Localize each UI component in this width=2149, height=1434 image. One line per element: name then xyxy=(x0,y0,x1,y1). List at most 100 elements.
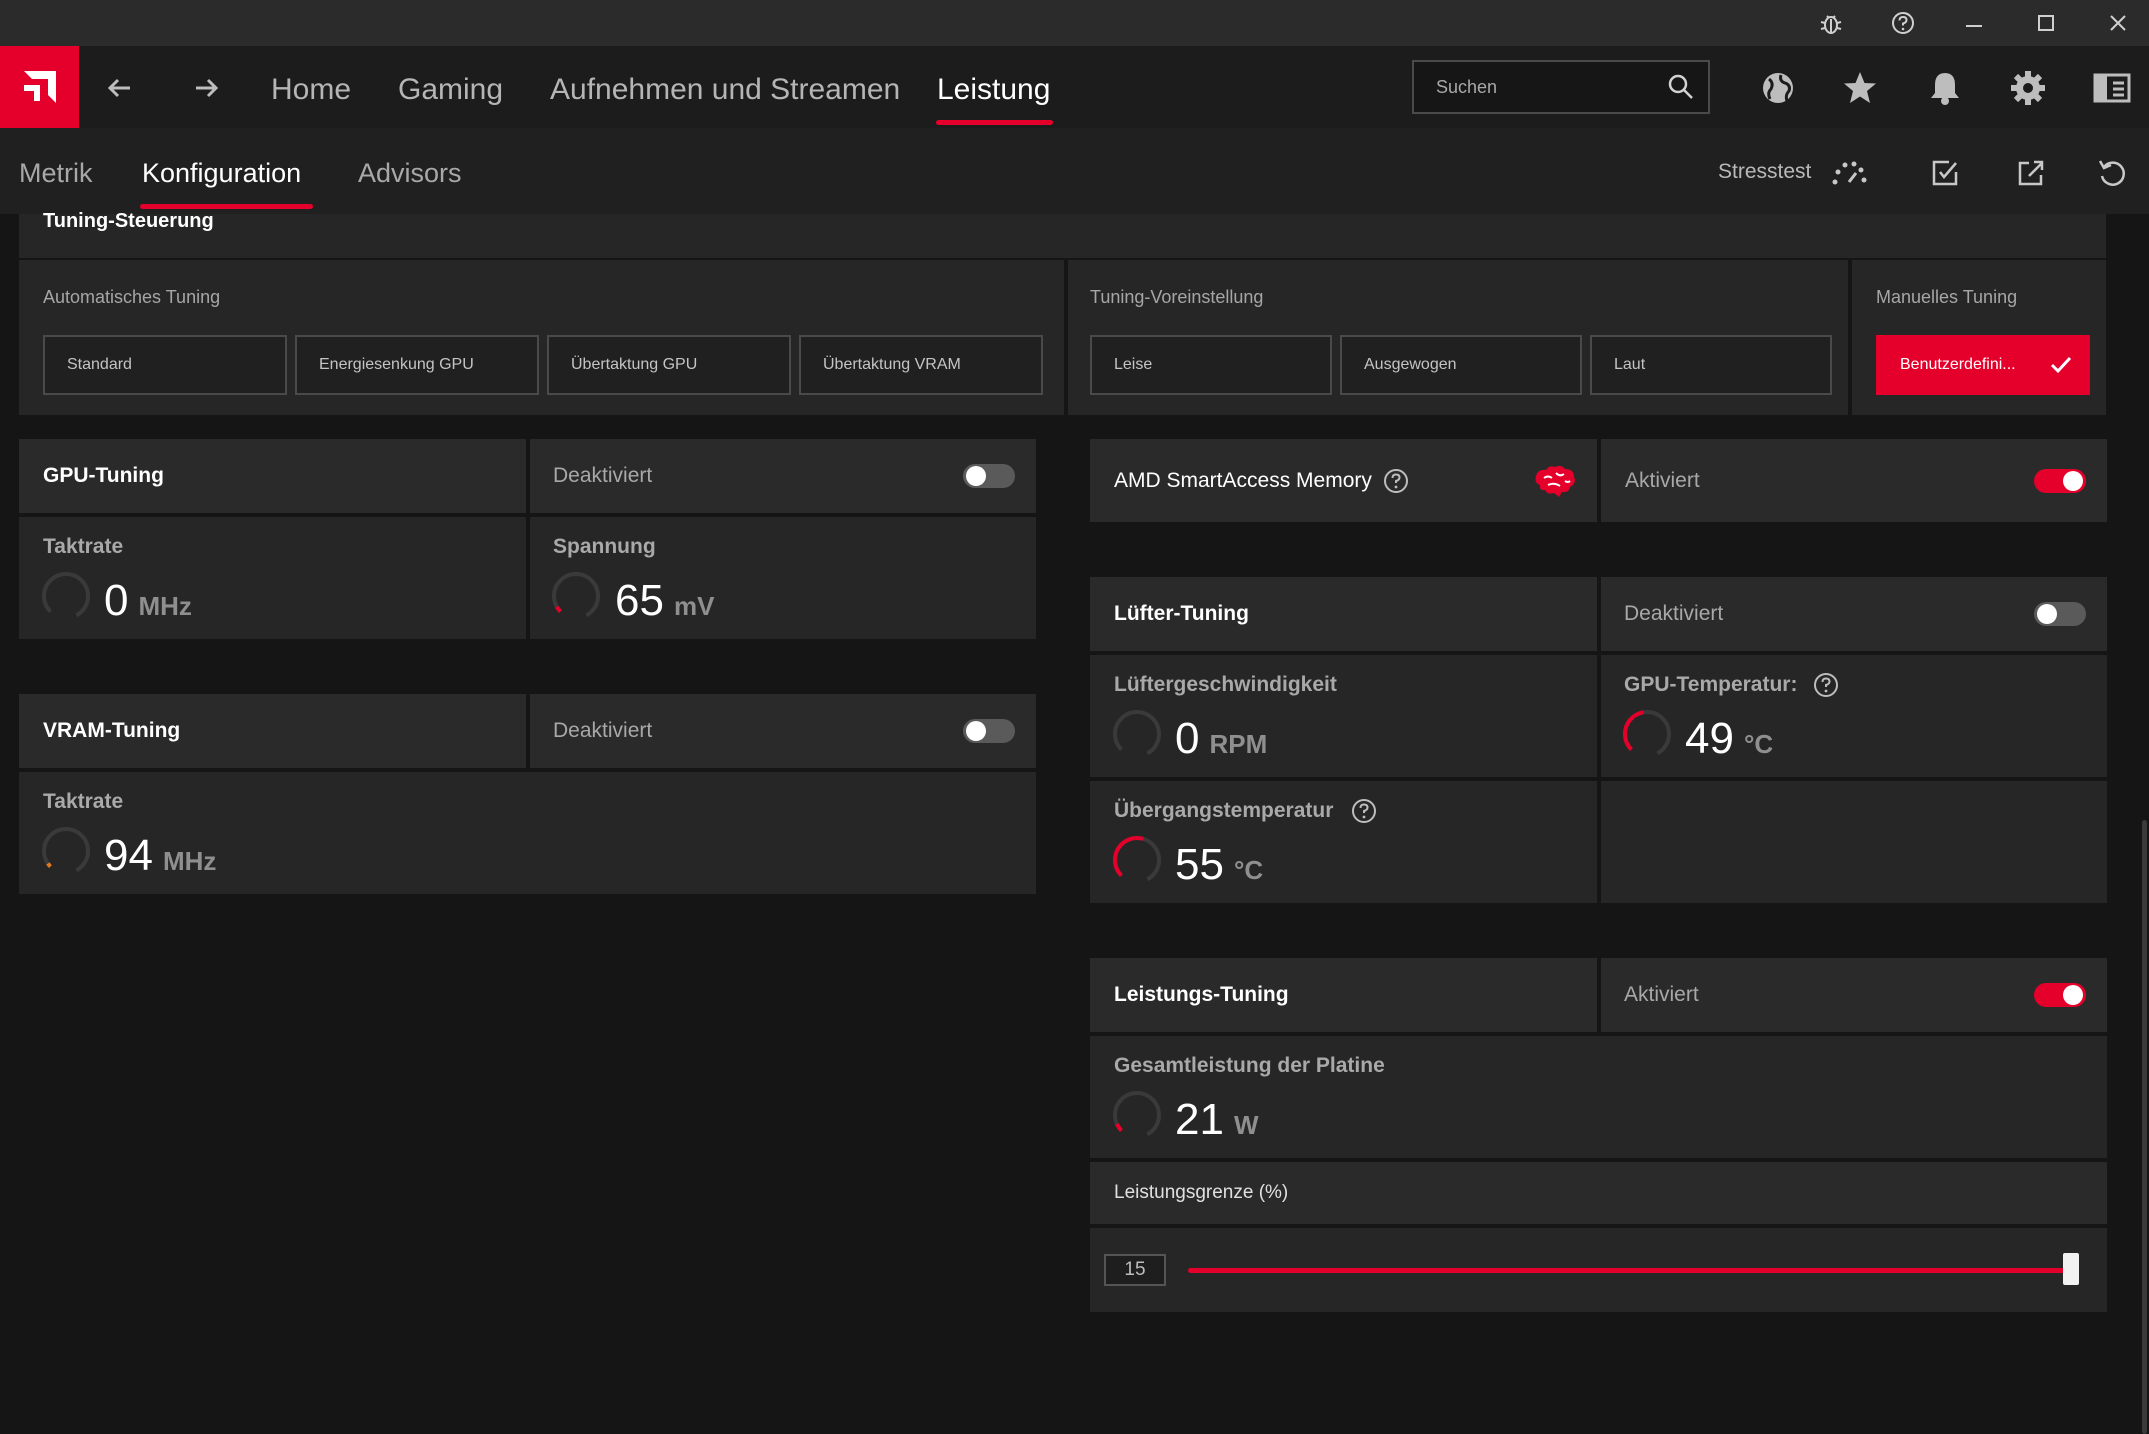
gpu-temp-unit: °C xyxy=(1743,729,1774,759)
nav-active-indicator xyxy=(936,120,1053,125)
scrollbar[interactable] xyxy=(2142,820,2147,1434)
fan-speed-value: 0 RPM xyxy=(1175,714,1267,769)
sam-help-icon[interactable] xyxy=(1382,467,1410,495)
help-icon[interactable] xyxy=(1880,6,1926,40)
search-box[interactable] xyxy=(1412,60,1710,114)
board-power-cell xyxy=(1090,1036,2107,1158)
forward-arrow-icon[interactable] xyxy=(184,66,228,110)
fan-tuning-title: Lüfter-Tuning xyxy=(1114,602,1249,625)
apply-check-icon[interactable] xyxy=(1922,150,1968,196)
gpu-clock-value: 0 MHz xyxy=(104,576,192,631)
vram-tuning-state-cell xyxy=(530,694,1036,768)
loud-preset-button[interactable]: Laut xyxy=(1590,335,1832,395)
gpu-temp-value: 49 °C xyxy=(1685,714,1773,769)
custom-tuning-button[interactable]: Benutzerdefini... xyxy=(1876,335,2090,395)
power-limit-input[interactable]: 15 xyxy=(1104,1254,1166,1286)
gpu-overclock-button[interactable]: Übertaktung GPU xyxy=(547,335,791,395)
settings-gear-icon[interactable] xyxy=(2002,62,2054,114)
gpu-undervolt-button[interactable]: Energiesenkung GPU xyxy=(295,335,539,395)
junction-temp-number: 55 xyxy=(1175,840,1224,889)
board-power-value: 21 W xyxy=(1175,1095,1259,1150)
power-limit-header xyxy=(1090,1162,2107,1224)
junction-temp-gauge-icon xyxy=(1113,836,1161,884)
vram-overclock-button[interactable]: Übertaktung VRAM xyxy=(799,335,1043,395)
search-icon[interactable] xyxy=(1666,72,1696,107)
tab-advisors[interactable]: Advisors xyxy=(358,158,462,188)
power-tuning-toggle[interactable] xyxy=(2034,983,2086,1007)
vram-clock-cell xyxy=(19,772,1036,894)
power-limit-slider-thumb[interactable] xyxy=(2063,1253,2079,1285)
fan-tuning-state: Deaktiviert xyxy=(1624,602,1724,625)
sam-state-cell xyxy=(1601,439,2107,522)
sam-state: Aktiviert xyxy=(1625,469,1700,492)
board-power-gauge-icon xyxy=(1113,1091,1161,1139)
junction-temp-cell xyxy=(1090,781,1597,903)
gpu-tuning-header xyxy=(19,439,526,513)
vram-clock-number: 94 xyxy=(104,831,153,880)
fan-tuning-header xyxy=(1090,577,1597,651)
standard-button[interactable]: Standard xyxy=(43,335,287,395)
nav-gaming[interactable]: Gaming xyxy=(398,73,504,106)
checkmark-icon xyxy=(2048,352,2074,383)
power-limit-slider-track[interactable] xyxy=(1188,1268,2076,1273)
auto-tuning-label: Automatisches Tuning xyxy=(43,287,221,307)
fan-speed-unit: RPM xyxy=(1209,729,1268,759)
minimize-icon[interactable] xyxy=(1951,6,1997,40)
export-icon[interactable] xyxy=(2008,150,2054,196)
tab-metrics[interactable]: Metrik xyxy=(19,158,93,188)
gpu-tuning-toggle[interactable] xyxy=(963,464,1015,488)
gpu-voltage-unit: mV xyxy=(673,591,715,621)
reset-undo-icon[interactable] xyxy=(2089,150,2135,196)
junction-temp-help-icon[interactable] xyxy=(1350,797,1378,825)
fan-tuning-toggle[interactable] xyxy=(2034,602,2086,626)
gpu-tuning-title: GPU-Tuning xyxy=(43,464,164,487)
sam-toggle[interactable] xyxy=(2034,469,2086,493)
subnav-active-indicator xyxy=(140,204,313,209)
vram-tuning-state: Deaktiviert xyxy=(553,719,653,742)
gpu-voltage-value: 65 mV xyxy=(615,576,714,631)
power-limit-label: Leistungsgrenze (%) xyxy=(1114,1182,1289,1203)
nav-performance[interactable]: Leistung xyxy=(937,73,1051,106)
stresstest-gauge-icon[interactable] xyxy=(1826,150,1872,196)
vram-tuning-header xyxy=(19,694,526,768)
vram-tuning-title: VRAM-Tuning xyxy=(43,719,181,742)
gpu-clock-cell xyxy=(19,517,526,639)
gpu-temp-help-icon[interactable] xyxy=(1812,671,1840,699)
board-power-number: 21 xyxy=(1175,1095,1224,1144)
bug-report-icon[interactable] xyxy=(1808,6,1854,40)
gpu-temp-cell xyxy=(1601,655,2107,777)
gpu-tuning-state-cell xyxy=(530,439,1036,513)
stresstest-label[interactable]: Stresstest xyxy=(1718,160,1812,183)
balanced-preset-button[interactable]: Ausgewogen xyxy=(1340,335,1582,395)
vram-clock-unit: MHz xyxy=(162,846,217,876)
power-tuning-header xyxy=(1090,958,1597,1032)
close-icon[interactable] xyxy=(2095,6,2141,40)
quiet-preset-button[interactable]: Leise xyxy=(1090,335,1332,395)
nav-home[interactable]: Home xyxy=(271,73,352,106)
gpu-voltage-number: 65 xyxy=(615,576,664,625)
sidebar-panel-icon[interactable] xyxy=(2086,62,2138,114)
vram-clock-gauge-icon xyxy=(42,827,90,875)
fan-speed-cell xyxy=(1090,655,1597,777)
board-power-label: Gesamtleistung der Platine xyxy=(1114,1054,1385,1077)
tab-configuration[interactable]: Konfiguration xyxy=(142,158,302,188)
tuning-control-title: Tuning-Steuerung xyxy=(43,210,214,232)
maximize-icon[interactable] xyxy=(2023,6,2069,40)
vram-tuning-toggle[interactable] xyxy=(963,719,1015,743)
globe-icon[interactable] xyxy=(1752,62,1804,114)
vram-clock-value: 94 MHz xyxy=(104,831,216,886)
gpu-voltage-gauge-icon xyxy=(552,572,600,620)
notification-bell-icon[interactable] xyxy=(1919,62,1971,114)
nav-record-stream[interactable]: Aufnehmen und Streamen xyxy=(550,73,901,106)
gpu-temp-gauge-icon xyxy=(1623,710,1671,758)
fan-speed-number: 0 xyxy=(1175,714,1200,763)
custom-tuning-label: Benutzerdefini... xyxy=(1900,356,2016,373)
amd-logo-icon[interactable] xyxy=(0,46,79,128)
sam-header xyxy=(1090,439,1597,522)
power-tuning-title: Leistungs-Tuning xyxy=(1114,983,1289,1006)
vram-clock-label: Taktrate xyxy=(43,790,124,813)
fan-speed-gauge-icon xyxy=(1113,710,1161,758)
search-input[interactable] xyxy=(1414,62,1654,112)
favorites-star-icon[interactable] xyxy=(1834,62,1886,114)
back-arrow-icon[interactable] xyxy=(98,66,142,110)
